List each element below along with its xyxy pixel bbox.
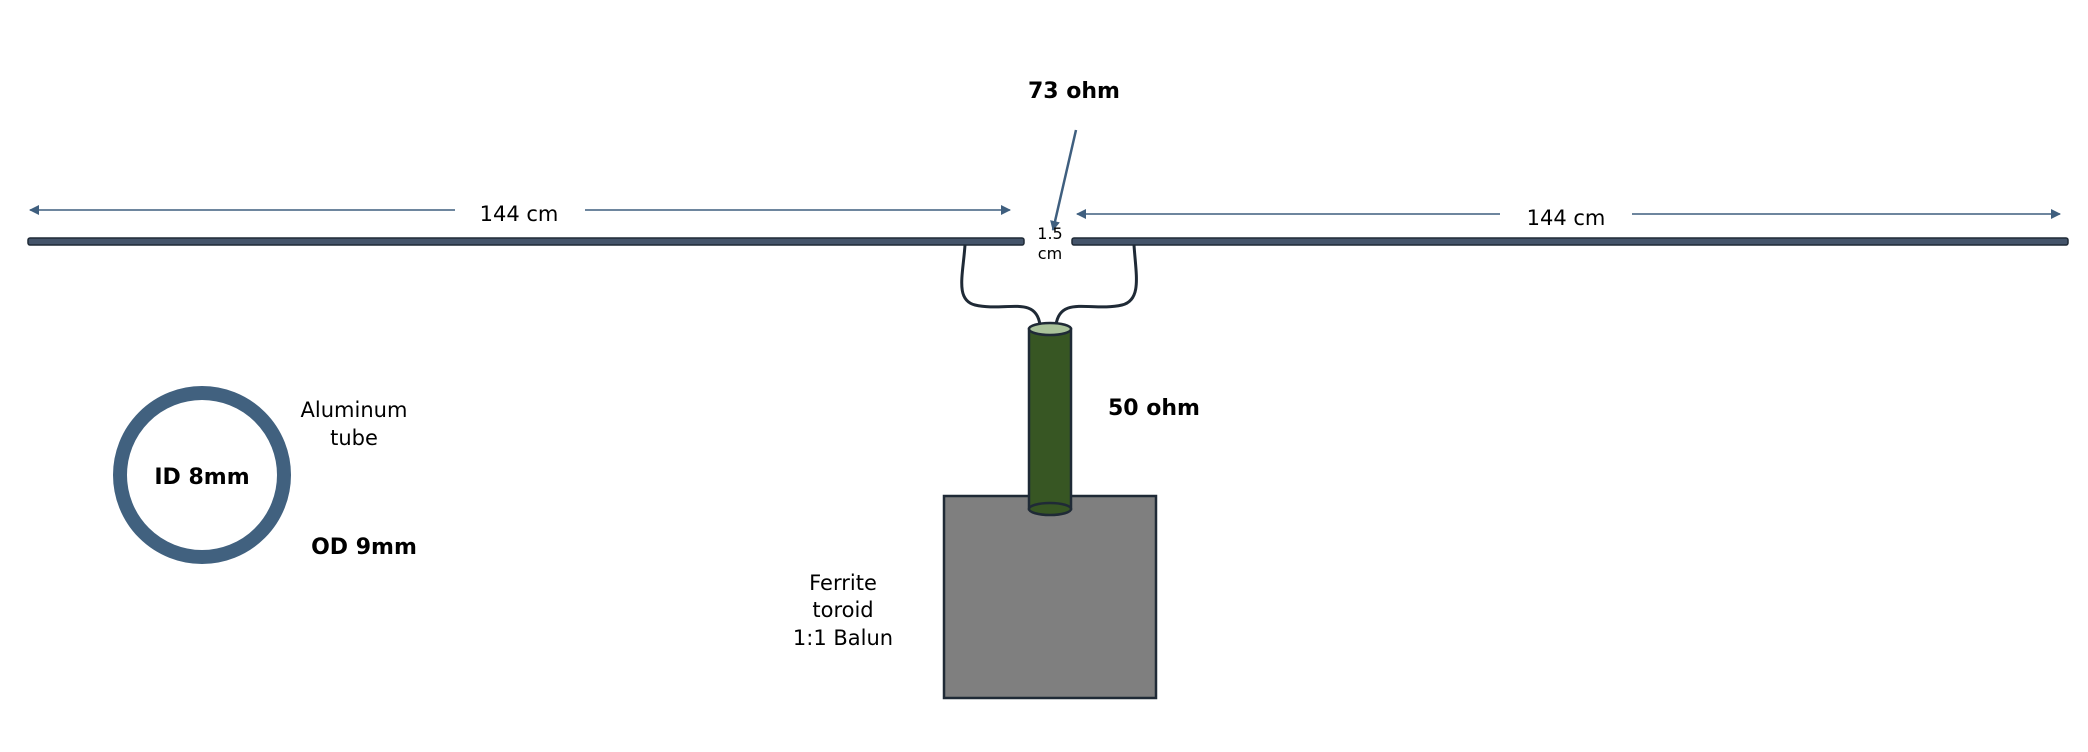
tube-material-line1: Aluminum	[301, 398, 408, 422]
tube-material-line2: tube	[330, 426, 378, 450]
coax-bottom	[1027, 501, 1073, 517]
coax-impedance-label: 50 ohm	[1108, 396, 1200, 421]
balun-box	[942, 494, 1158, 700]
coax-top	[1027, 321, 1073, 337]
feed-point-arrow	[1050, 129, 1078, 231]
balun-label-line1: Ferrite	[809, 571, 877, 595]
right-dipole-element	[1071, 237, 2069, 246]
gap-unit-label: cm	[1038, 244, 1062, 263]
right-length-label: 144 cm	[1527, 206, 1606, 230]
balun-label-line3: 1:1 Balun	[793, 626, 893, 650]
left-dipole-element	[27, 237, 1025, 246]
left-length-label: 144 cm	[480, 202, 559, 226]
balun-label-line2: toroid	[812, 598, 873, 622]
gap-value-label: 1.5	[1037, 224, 1062, 243]
coax-body	[1027, 327, 1073, 511]
tube-cross-section	[113, 386, 291, 564]
right-length-dimension: 144 cm	[1076, 206, 2061, 230]
right-feed-wire	[1054, 244, 1138, 326]
left-length-dimension: 144 cm	[29, 202, 1011, 226]
tube-inner-diameter-label: ID 8mm	[154, 465, 249, 490]
left-feed-wire	[960, 244, 1042, 326]
feed-impedance-label: 73 ohm	[1028, 79, 1120, 104]
tube-outer-diameter-label: OD 9mm	[311, 535, 417, 560]
coax-cable	[1027, 321, 1073, 517]
